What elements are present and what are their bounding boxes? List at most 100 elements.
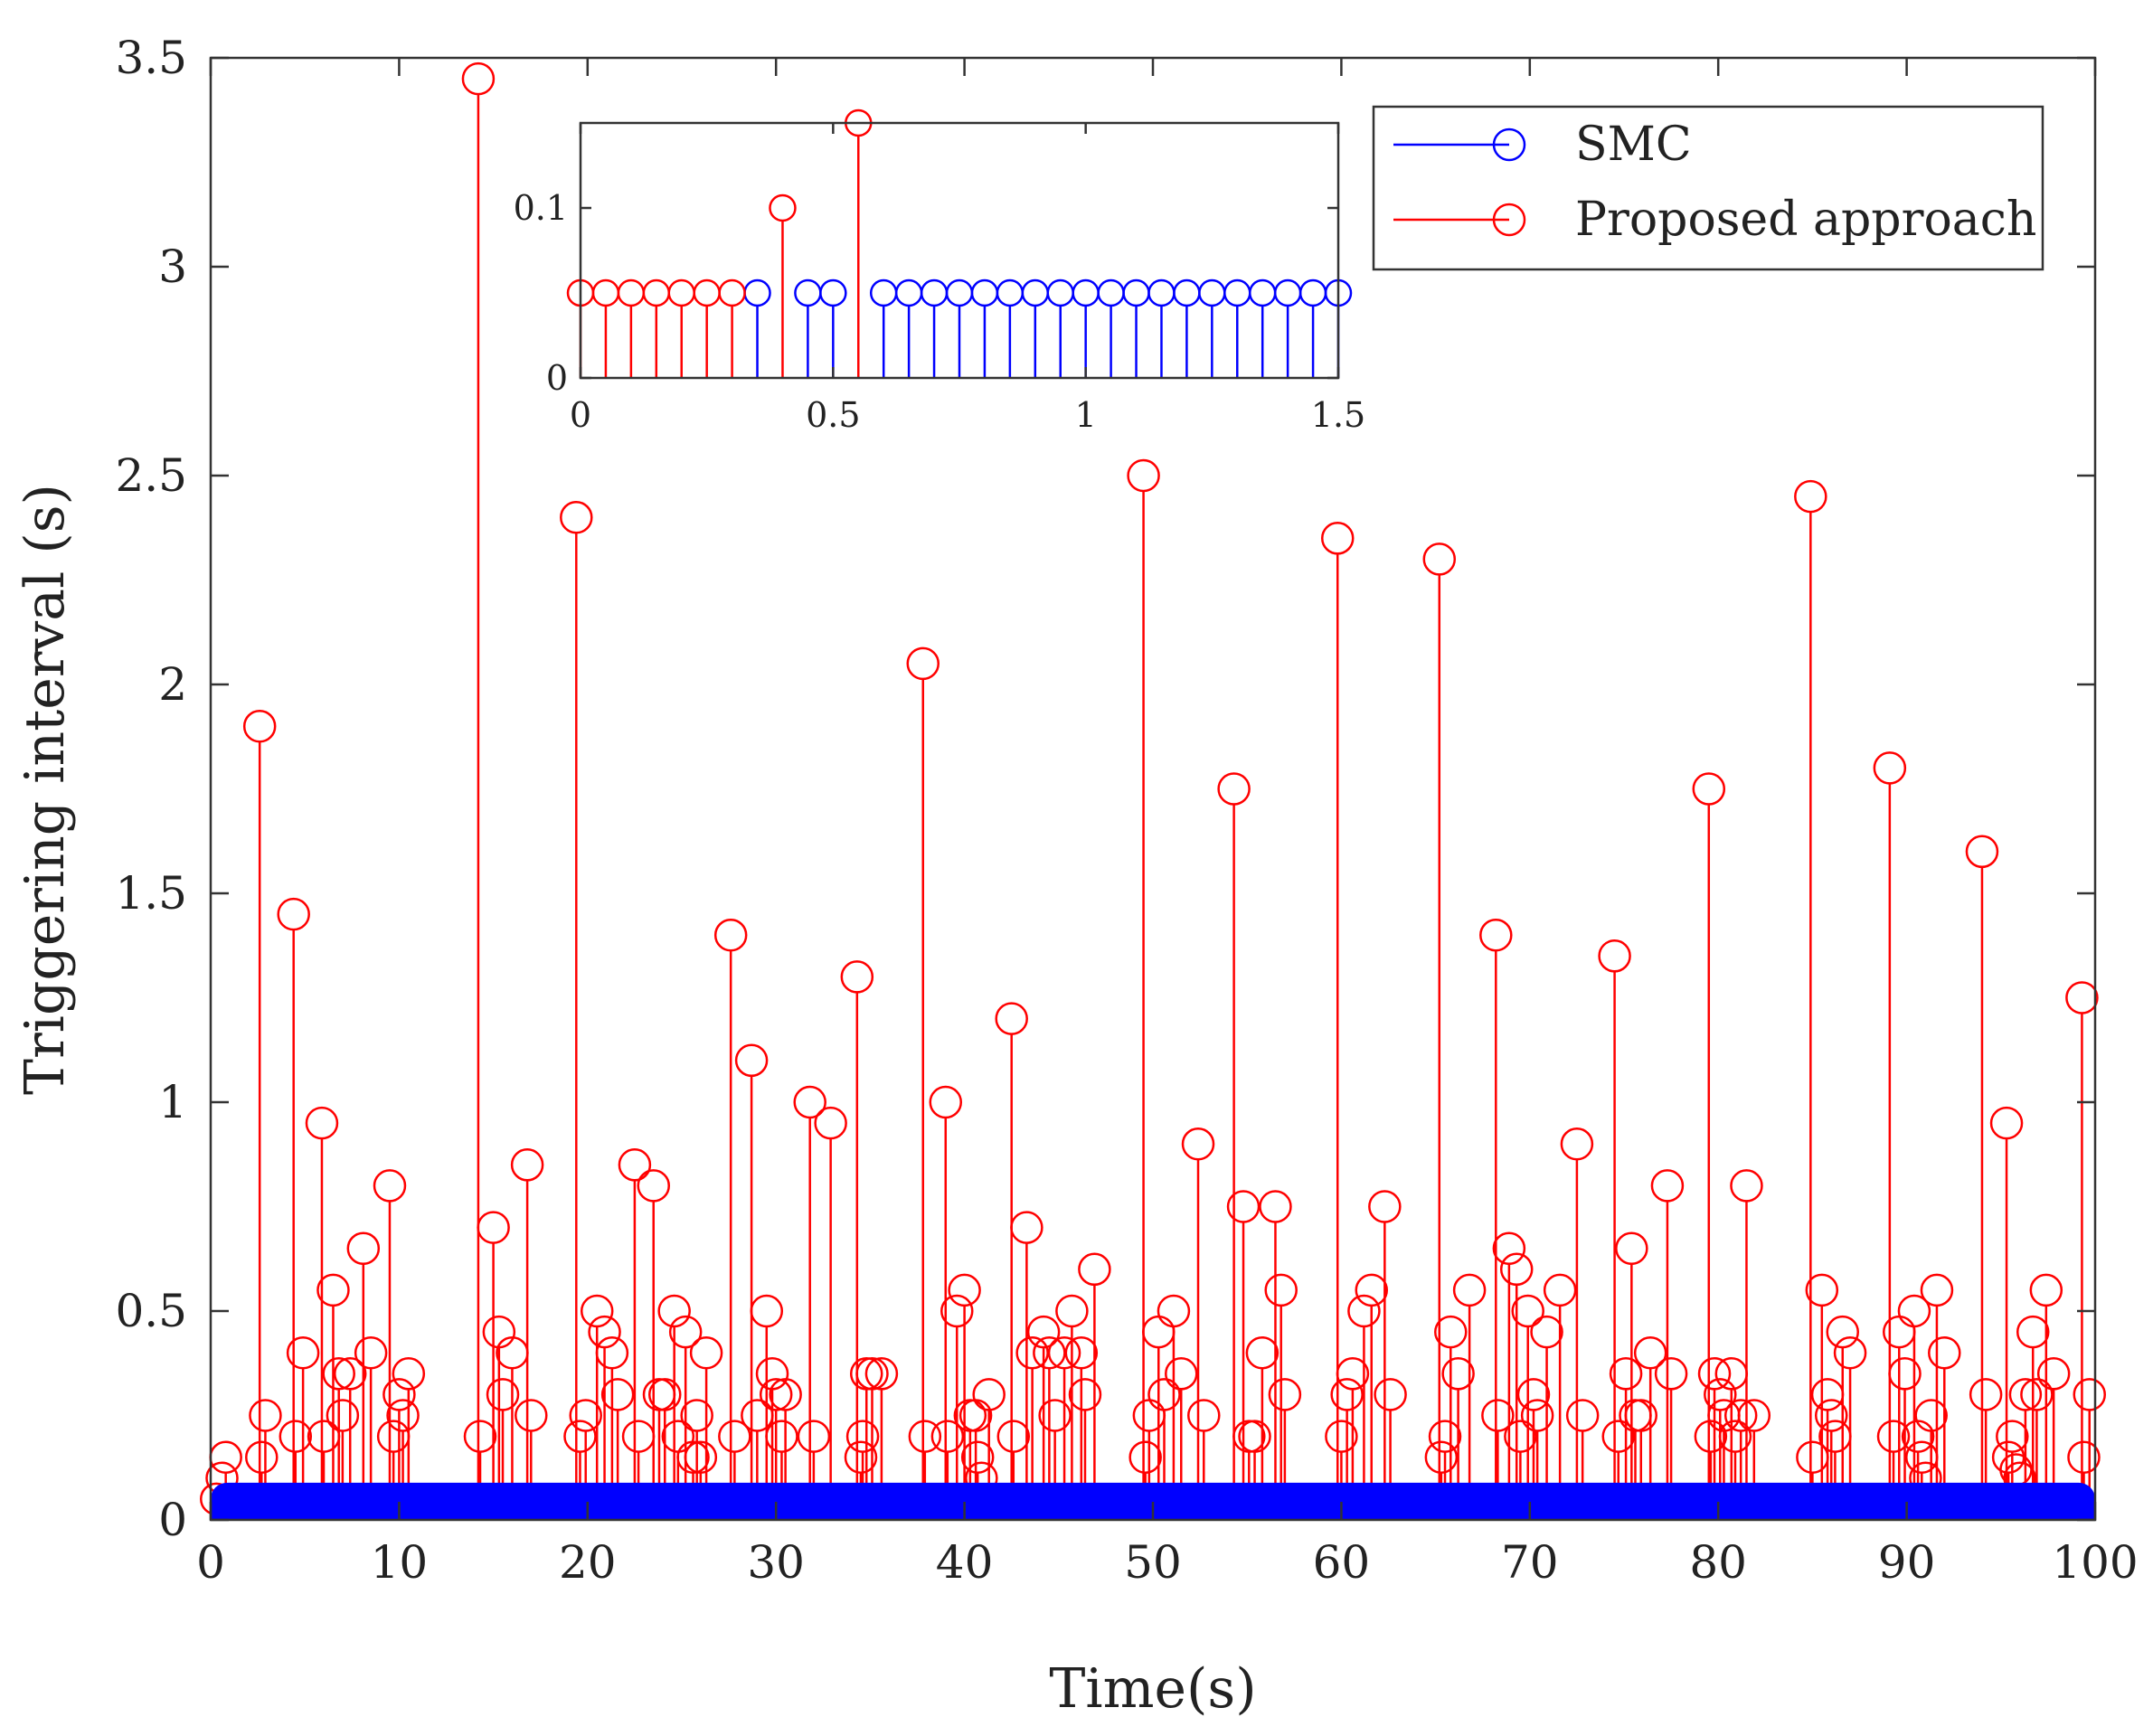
proposed-marker	[1268, 1378, 1302, 1411]
proposed-marker	[2029, 1273, 2063, 1307]
inset-tick-labels: 0 0.5 1 1.5 0 0.1	[514, 188, 1366, 435]
proposed-marker	[1336, 1357, 1370, 1391]
y-tick-label: 1.5	[115, 867, 187, 920]
proposed-marker	[1368, 1190, 1402, 1223]
proposed-marker	[600, 1378, 635, 1411]
proposed-marker	[249, 1399, 282, 1432]
proposed-marker	[1601, 1420, 1635, 1453]
inset-proposed-marker	[769, 193, 797, 222]
inset-x-tick-label: 1.5	[1311, 395, 1365, 435]
proposed-marker	[1888, 1357, 1922, 1391]
x-tick-label: 0	[196, 1536, 225, 1589]
proposed-marker	[996, 1420, 1031, 1453]
proposed-marker	[1520, 1399, 1554, 1432]
proposed-marker	[769, 1378, 802, 1411]
proposed-marker	[797, 1420, 831, 1453]
inset-smc-marker	[819, 278, 847, 307]
proposed-marker	[1833, 1335, 1867, 1370]
proposed-marker	[718, 1420, 751, 1453]
proposed-marker	[354, 1335, 388, 1370]
x-tick-label: 60	[1313, 1536, 1371, 1589]
proposed-marker	[510, 1148, 544, 1182]
y-tick-label: 3	[158, 241, 187, 293]
proposed-marker	[1481, 1399, 1515, 1432]
proposed-marker	[972, 1378, 1006, 1411]
legend: SMC Proposed approach	[1372, 105, 2044, 271]
x-tick-label: 30	[747, 1536, 805, 1589]
proposed-marker	[908, 1420, 942, 1453]
proposed-marker	[845, 1420, 880, 1453]
x-tick-label: 20	[559, 1536, 617, 1589]
proposed-marker	[461, 61, 496, 96]
proposed-marker	[689, 1335, 723, 1370]
proposed-marker	[1217, 772, 1251, 806]
proposed-marker	[1543, 1273, 1577, 1307]
proposed-marker	[588, 1315, 621, 1349]
proposed-marker	[595, 1335, 629, 1370]
proposed-marker	[657, 1294, 691, 1328]
proposed-marker	[1504, 1420, 1537, 1453]
proposed-marker	[864, 1357, 899, 1391]
proposed-marker	[618, 1148, 652, 1182]
proposed-marker	[1914, 1399, 1948, 1432]
proposed-marker	[1814, 1399, 1848, 1432]
y-axis-label: Triggering interval (s)	[14, 484, 77, 1095]
proposed-marker	[960, 1440, 995, 1474]
proposed-marker	[1897, 1294, 1931, 1328]
proposed-marker	[569, 1399, 602, 1432]
x-tick-label: 80	[1689, 1536, 1747, 1589]
proposed-marker	[1692, 772, 1726, 806]
proposed-marker	[515, 1399, 548, 1432]
x-axis-label: Time(s)	[1049, 1657, 1256, 1721]
proposed-marker	[1718, 1420, 1752, 1453]
proposed-marker	[1650, 1169, 1685, 1203]
legend-proposed-marker	[1492, 203, 1526, 237]
proposed-marker	[1479, 918, 1513, 952]
proposed-marker	[346, 1231, 381, 1265]
inset-axes-frame	[579, 121, 1340, 380]
x-tick-label: 40	[936, 1536, 994, 1589]
proposed-marker	[855, 1357, 889, 1391]
proposed-marker	[1047, 1335, 1081, 1370]
proposed-marker	[1157, 1294, 1191, 1328]
proposed-marker	[2073, 1378, 2106, 1411]
proposed-marker	[286, 1335, 320, 1370]
proposed-marker	[1165, 1357, 1198, 1391]
proposed-marker	[580, 1294, 614, 1328]
y-tick-label: 0.5	[115, 1285, 187, 1337]
proposed-marker	[1238, 1420, 1271, 1453]
proposed-marker	[793, 1085, 826, 1119]
proposed-marker	[1068, 1378, 1102, 1411]
proposed-marker	[1805, 1273, 1839, 1307]
proposed-marker	[1325, 1420, 1358, 1453]
y-tick-label: 1	[158, 1076, 187, 1128]
proposed-marker	[1928, 1335, 1961, 1370]
proposed-marker	[637, 1169, 670, 1203]
legend-box	[1372, 105, 2044, 271]
proposed-marker	[1226, 1190, 1261, 1223]
legend-smc-label: SMC	[1575, 118, 1692, 172]
proposed-marker	[1347, 1294, 1381, 1328]
proposed-marker	[463, 1420, 497, 1453]
proposed-marker	[382, 1378, 416, 1411]
proposed-marker	[1078, 1252, 1111, 1287]
proposed-marker	[279, 1420, 313, 1453]
proposed-marker	[734, 1043, 769, 1078]
proposed-marker	[386, 1399, 420, 1432]
proposed-marker	[1434, 1315, 1468, 1349]
proposed-marker	[1422, 542, 1457, 576]
x-tick-label: 70	[1501, 1536, 1559, 1589]
proposed-marker	[1633, 1335, 1667, 1370]
proposed-marker	[713, 918, 748, 952]
proposed-marker	[1511, 1294, 1544, 1328]
proposed-marker	[333, 1357, 367, 1391]
y-tick-label: 0	[158, 1494, 187, 1546]
proposed-marker	[1737, 1399, 1771, 1432]
proposed-marker	[2036, 1357, 2071, 1391]
proposed-marker	[1147, 1378, 1181, 1411]
proposed-marker	[1730, 1169, 1763, 1203]
proposed-marker	[1259, 1190, 1292, 1223]
proposed-marker	[1615, 1231, 1648, 1265]
proposed-marker	[1530, 1315, 1563, 1349]
